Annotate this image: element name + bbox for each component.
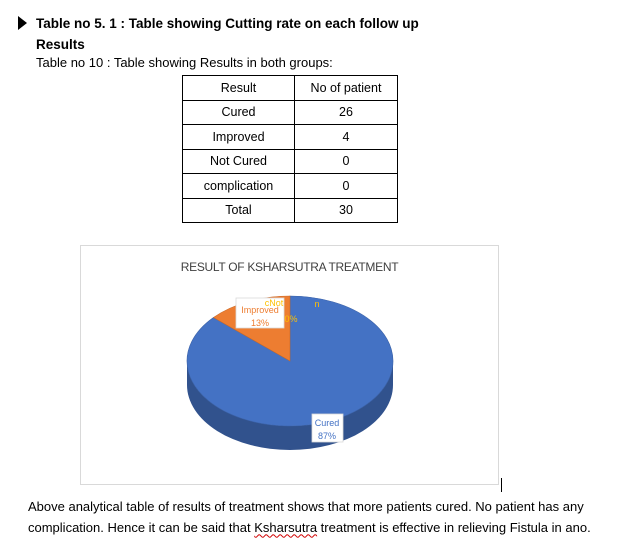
table-cell: 26 [294, 99, 398, 125]
table-cell: Improved [182, 124, 295, 150]
label-notcured-pct: 0% [284, 314, 297, 324]
table-header-cell: No of patient [294, 75, 398, 101]
paragraph-text-1: Above analytical table of results of tre… [28, 499, 584, 535]
label-box-improved [235, 297, 285, 329]
table-row: complication 0 [182, 173, 398, 199]
label-box-cured [311, 413, 344, 443]
table-cell: Not Cured [182, 148, 295, 174]
misspelled-word[interactable]: Ksharsutra [254, 519, 318, 535]
table-cell: Cured [182, 99, 295, 125]
label-notcured-name: cNot [265, 298, 284, 308]
paragraph: Above analytical table of results of tre… [28, 497, 618, 538]
label-improved-name: Improved [241, 305, 279, 315]
table-row: Not Cured 0 [182, 148, 398, 174]
results-table: Result No of patient Cured 26 Improved 4… [182, 75, 398, 223]
chart-title: RESULT OF KSHARSUTRA TREATMENT [180, 260, 399, 274]
heading-line2: Results [36, 37, 85, 52]
table-cell: 30 [294, 197, 398, 223]
heading-line1: Table no 5. 1 : Table showing Cutting ra… [36, 16, 419, 31]
table-cell: Total [182, 197, 295, 223]
table-cell: 0 [294, 173, 398, 199]
label-improved-pct: 13% [251, 318, 269, 328]
text-cursor [501, 478, 502, 492]
table-cell: 4 [294, 124, 398, 150]
table-cell: complication [182, 173, 295, 199]
pie-chart[interactable]: RESULT OF KSHARSUTRA TREATMENT Cured 87% c… [80, 245, 499, 485]
table-row: Total 30 [182, 197, 398, 223]
table-header-cell: Result [182, 75, 295, 101]
label-cured-pct: 87% [318, 431, 336, 441]
paragraph-text-2: treatment is effective in relieving Fist… [317, 519, 591, 535]
label-complication-name: n [314, 299, 319, 309]
table-cell: 0 [294, 148, 398, 174]
table-row: Improved 4 [182, 124, 398, 150]
table-caption: Table no 10 : Table showing Results in b… [36, 55, 333, 70]
bullet-arrow-icon [18, 16, 27, 30]
table-header-row: Result No of patient [182, 75, 398, 101]
table-row: Cured 26 [182, 99, 398, 125]
label-cured-name: Cured [315, 418, 340, 428]
heading: Table no 5. 1 : Table showing Cutting ra… [18, 13, 419, 55]
